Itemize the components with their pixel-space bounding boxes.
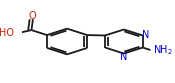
Text: N: N <box>120 52 128 62</box>
Text: O: O <box>28 11 36 21</box>
Text: NH$_2$: NH$_2$ <box>153 43 173 57</box>
Text: HO: HO <box>0 28 14 38</box>
Text: N: N <box>142 30 149 40</box>
